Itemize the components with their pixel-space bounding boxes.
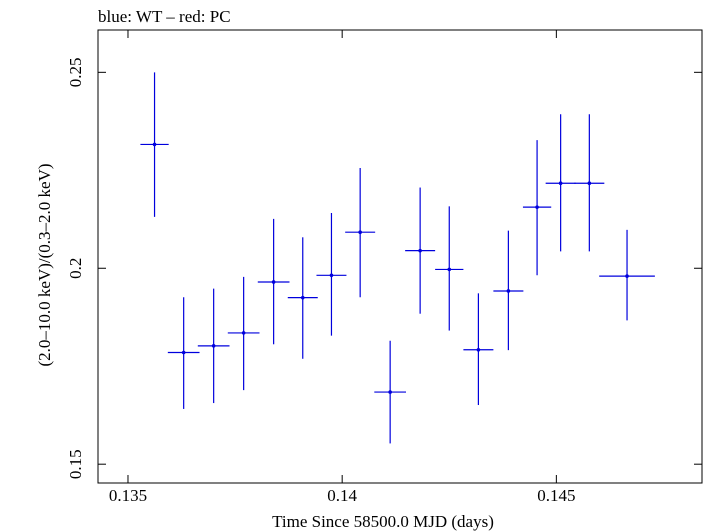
point-marker [625, 274, 629, 278]
point-marker [241, 331, 246, 335]
point-marker [535, 205, 539, 209]
point-marker [447, 267, 452, 272]
data-point [545, 114, 576, 252]
point-marker [358, 230, 362, 235]
data-point [257, 218, 290, 345]
plot-frame [97, 29, 703, 484]
data-point [287, 237, 318, 359]
y-axis-label: (2.0–10.0 keV)/(0.3–2.0 keV) [35, 163, 54, 366]
y-tick-label: 0.25 [66, 57, 85, 87]
data-point [463, 293, 494, 406]
data-point [493, 230, 524, 351]
data-series [140, 72, 655, 444]
point-marker [152, 142, 157, 147]
x-tick-label: 0.14 [327, 486, 357, 505]
chart-title: blue: WT – red: PC [98, 7, 231, 26]
x-tick-label: 0.135 [109, 486, 147, 505]
point-marker [181, 350, 186, 355]
point-marker [329, 273, 334, 278]
data-point [374, 340, 406, 444]
series-wt [140, 72, 655, 444]
x-axis-label: Time Since 58500.0 MJD (days) [272, 512, 494, 531]
data-point [599, 229, 655, 321]
point-marker [418, 248, 422, 253]
y-tick-label: 0.15 [66, 449, 85, 479]
y-axis-ticks: 0.15 0.2 0.25 [66, 57, 702, 479]
data-point [316, 213, 347, 336]
x-axis-ticks: 0.135 0.14 0.145 [109, 30, 575, 505]
point-marker [506, 289, 511, 293]
point-marker [388, 390, 392, 394]
data-point [140, 72, 169, 217]
data-point [522, 140, 552, 276]
data-point [345, 167, 376, 298]
point-marker [558, 181, 563, 186]
data-point [197, 288, 230, 404]
plot-border [97, 29, 703, 484]
point-marker [587, 181, 592, 186]
y-tick-label: 0.2 [66, 258, 85, 279]
data-point [574, 114, 605, 252]
point-marker [271, 280, 276, 284]
x-tick-label: 0.145 [537, 486, 575, 505]
point-marker [211, 344, 216, 348]
data-point [405, 187, 436, 314]
data-point [435, 206, 464, 331]
point-marker [476, 347, 481, 352]
data-point [167, 297, 200, 409]
point-marker [300, 295, 305, 300]
data-point [227, 276, 260, 391]
